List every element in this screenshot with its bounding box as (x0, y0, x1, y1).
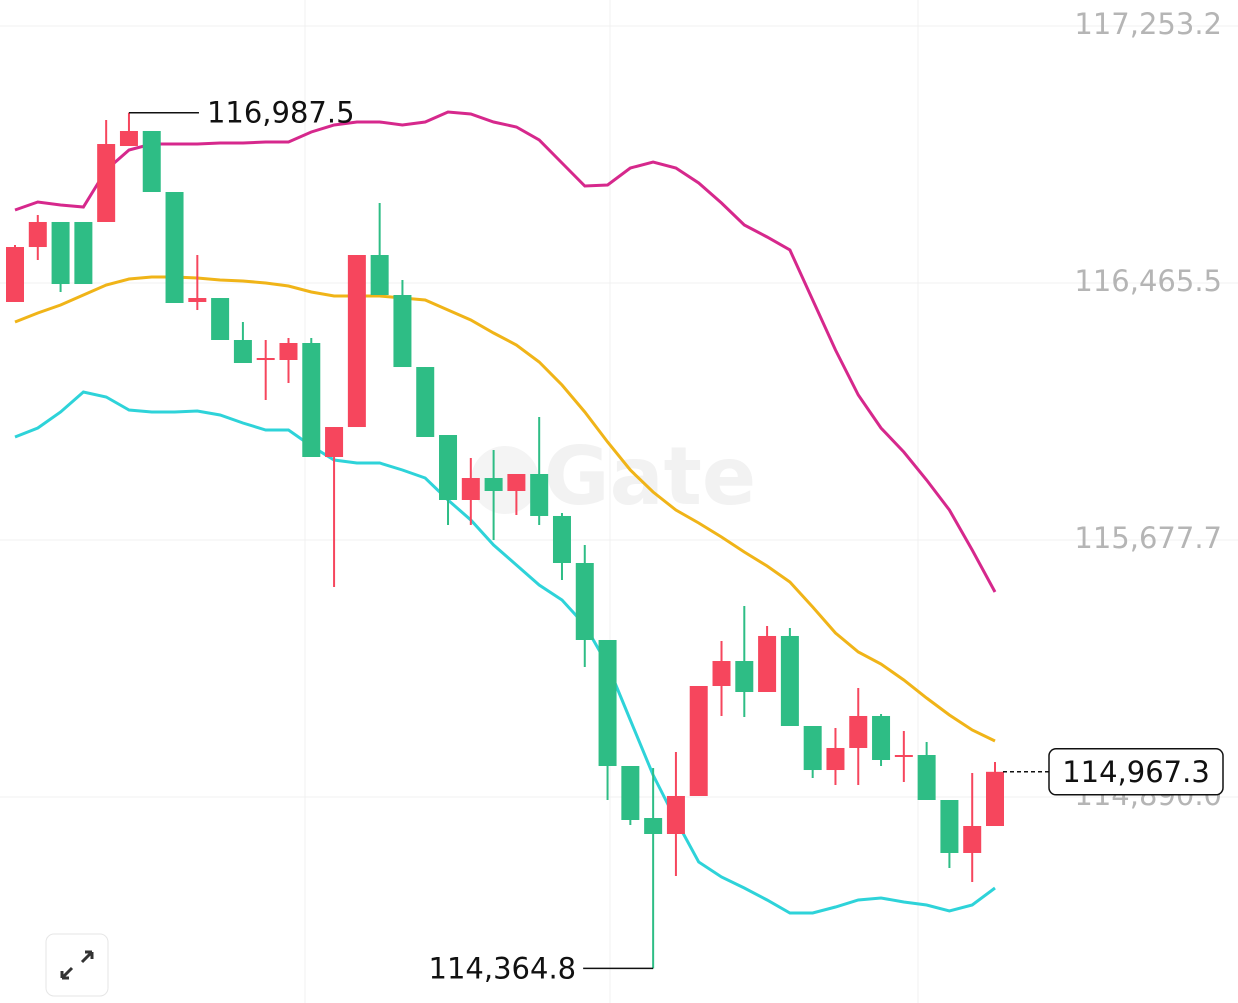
candle-body (461, 478, 480, 500)
candle-body (74, 221, 93, 285)
y-tick-label: 116,465.5 (1074, 264, 1222, 298)
band-line (14, 110, 997, 593)
candle-body (803, 726, 822, 771)
candle-body (530, 473, 549, 516)
candle-body (894, 755, 913, 758)
candle-body (940, 799, 959, 853)
candle-body (302, 343, 321, 457)
candle-body (644, 818, 663, 834)
low-label: 114,364.8 (429, 951, 577, 985)
band-line (14, 390, 996, 915)
candle-body (598, 639, 617, 767)
candle-body (347, 255, 366, 428)
candle-body (986, 771, 1004, 827)
candle-body (849, 715, 868, 748)
candle-body (917, 755, 936, 800)
candle-body (6, 247, 24, 302)
candle-body (507, 473, 526, 491)
candle-body (963, 826, 982, 853)
candle-body (28, 221, 47, 248)
expand-button-frame[interactable] (45, 933, 109, 997)
high-label: 116,987.5 (207, 96, 355, 130)
candle-body (826, 747, 845, 771)
candle-body (872, 715, 891, 760)
candle-body (97, 144, 116, 222)
plot (6, 110, 1004, 969)
candle-body (712, 661, 731, 687)
candle-body (552, 515, 571, 564)
candle-body (233, 339, 252, 364)
last-price-label: 114,967.3 (1062, 755, 1210, 789)
candle-body (780, 635, 799, 727)
candle-body (393, 295, 412, 368)
candle-body (484, 478, 503, 491)
candle-body (689, 686, 708, 796)
y-tick-label: 117,253.2 (1074, 7, 1222, 41)
candle-body (325, 427, 344, 457)
expand-button[interactable] (45, 933, 109, 997)
candle-body (758, 635, 777, 693)
candle-body (575, 563, 594, 640)
expand-icon[interactable] (60, 950, 94, 980)
candle-body (666, 795, 685, 834)
candle-body (165, 192, 184, 304)
watermark-logo (471, 446, 539, 514)
candle-body (51, 221, 70, 285)
watermark: Gate (544, 430, 756, 523)
annotations: 116,987.5 114,364.8 114,967.3 (128, 96, 1224, 985)
candle-body (279, 343, 298, 360)
candle-body (735, 661, 754, 693)
candle-body (142, 130, 161, 193)
candle-body (256, 358, 275, 361)
grid (0, 25, 1238, 798)
candle-body (188, 298, 207, 302)
last-price-box (1048, 748, 1224, 796)
candle-body (211, 298, 230, 340)
candle-body (621, 766, 640, 820)
candle-body (370, 255, 389, 296)
y-tick-label: 115,677.7 (1074, 521, 1222, 555)
candle-body (416, 367, 435, 437)
candle-body (439, 435, 458, 500)
candle-body (119, 130, 138, 147)
